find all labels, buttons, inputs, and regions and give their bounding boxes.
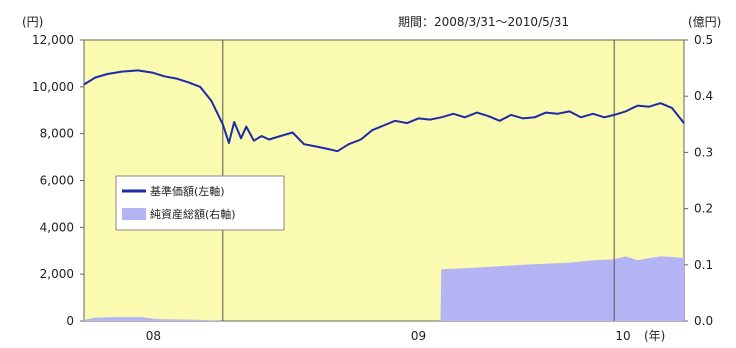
left-axis-unit: (円): [22, 15, 43, 29]
nav-line: [83, 69, 685, 153]
left-axis-ticks: 0 2,000 4,000 6,000 8,000 10,000 12,000: [32, 33, 84, 328]
legend-label-nav: 基準価額(左軸): [150, 184, 225, 198]
right-tick-label-1: 0.1: [694, 258, 713, 272]
x-tick-label-10: 10: [615, 329, 630, 343]
nav-line-layer: [83, 69, 685, 153]
right-axis-unit: (億円): [688, 15, 721, 29]
right-tick-label-4: 0.4: [694, 89, 713, 103]
left-tick-label-1: 2,000: [40, 267, 74, 281]
x-axis-unit: (年): [644, 329, 665, 343]
x-tick-label-08: 08: [146, 329, 161, 343]
legend-box: [115, 175, 285, 231]
legend: 基準価額(左軸) 純資産総額(右軸): [115, 175, 285, 231]
right-tick-label-3: 0.3: [694, 145, 713, 159]
right-tick-label-0: 0.0: [694, 314, 713, 328]
net-assets-area: [84, 256, 684, 321]
legend-area-swatch: [122, 208, 146, 220]
right-axis-ticks: 0.0 0.1 0.2 0.3 0.4 0.5: [684, 33, 713, 328]
left-tick-label-6: 12,000: [32, 33, 74, 47]
left-tick-label-5: 10,000: [32, 80, 74, 94]
left-tick-label-3: 6,000: [40, 174, 74, 188]
left-tick-label-2: 4,000: [40, 220, 74, 234]
legend-label-net-assets: 純資産総額(右軸): [150, 207, 236, 221]
right-tick-label-2: 0.2: [694, 202, 713, 216]
period-label: 期間：2008/3/31～2010/5/31: [398, 15, 569, 29]
left-tick-label-4: 8,000: [40, 127, 74, 141]
x-axis-ticks: 08 09 10: [146, 329, 631, 343]
x-tick-label-09: 09: [411, 329, 426, 343]
left-tick-label-0: 0: [66, 314, 74, 328]
net-assets-area-layer: [84, 256, 684, 321]
right-tick-label-5: 0.5: [694, 33, 713, 47]
